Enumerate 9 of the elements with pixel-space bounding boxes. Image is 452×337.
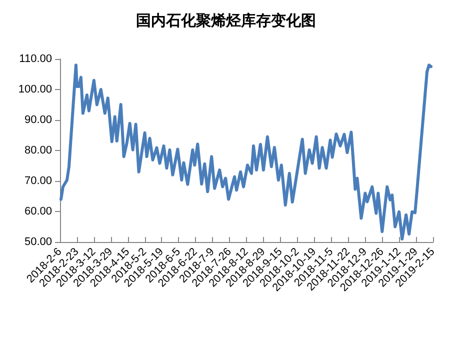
- y-tick-label: 110.00: [19, 53, 52, 65]
- y-tick-label: 60.00: [24, 206, 52, 218]
- y-tick-label: 50.00: [24, 236, 52, 248]
- y-tick-label: 100.00: [18, 84, 52, 96]
- line-series: [59, 64, 433, 240]
- y-tick-label: 90.00: [24, 114, 52, 126]
- chart-title: 国内石化聚烯烃库存变化图: [136, 12, 316, 30]
- y-tick-label: 70.00: [24, 175, 52, 187]
- y-tick-label: 80.00: [24, 144, 52, 156]
